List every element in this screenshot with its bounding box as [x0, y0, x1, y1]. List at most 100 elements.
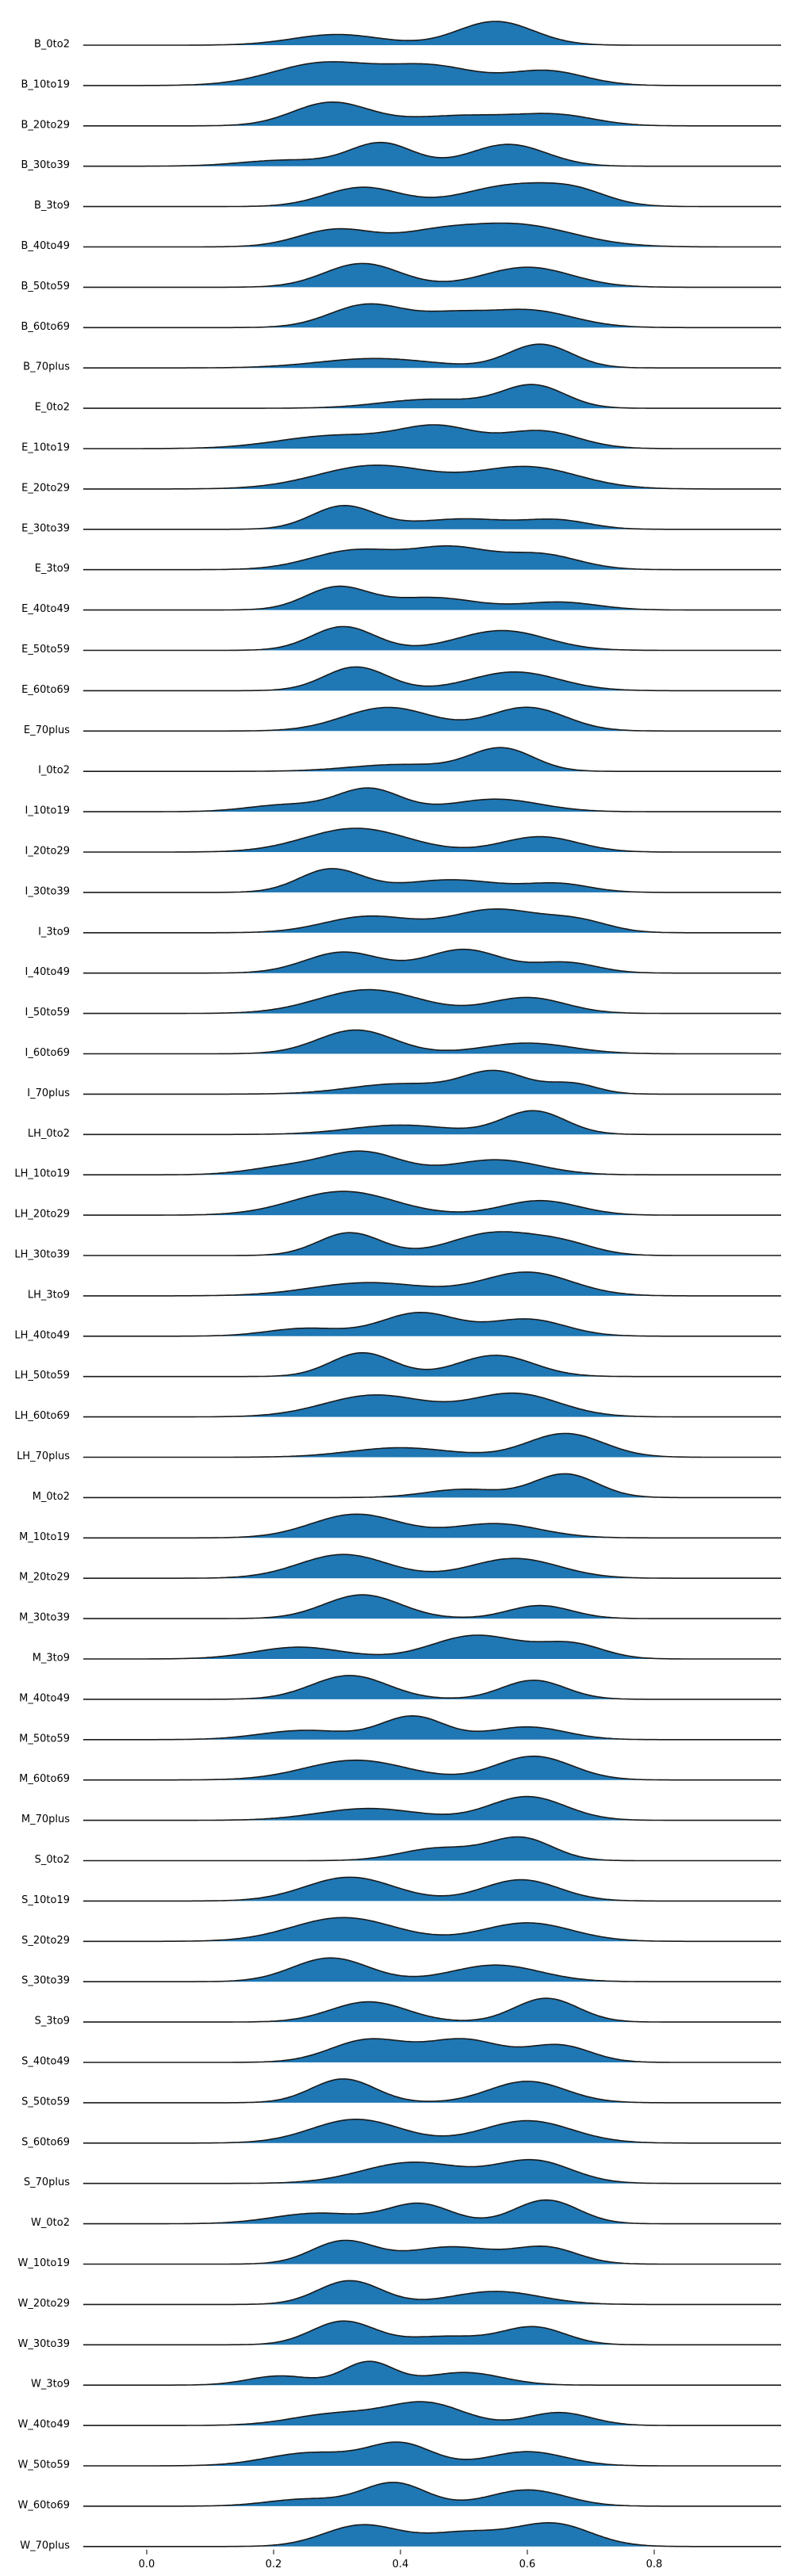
- ridge-area: [83, 2522, 781, 2547]
- row-label: W_3to9: [31, 2379, 70, 2391]
- ridge-outline: [83, 706, 781, 732]
- ridge-I_60to69: I_60to69: [25, 1029, 781, 1059]
- ridge-area: [83, 949, 781, 973]
- row-label: B_70plus: [23, 361, 70, 373]
- ridge-area: [83, 425, 781, 449]
- ridge-area: [83, 828, 781, 852]
- row-label: I_0to2: [38, 765, 70, 777]
- ridge-W_20to29: W_20to29: [18, 2280, 781, 2310]
- ridge-outline: [83, 262, 781, 289]
- ridge-outline: [83, 1876, 781, 1902]
- ridge-outline: [83, 2280, 781, 2306]
- ridge-outline: [83, 504, 781, 530]
- row-label: W_30to39: [18, 2338, 71, 2350]
- row-label: I_60to69: [25, 1047, 70, 1059]
- ridge-M_30to39: M_30to39: [19, 1594, 781, 1624]
- ridge-I_0to2: I_0to2: [38, 747, 781, 777]
- ridge-outline: [83, 2521, 781, 2547]
- ridge-area: [83, 1917, 781, 1942]
- ridge-area: [83, 61, 781, 86]
- ridge-outline: [83, 464, 781, 490]
- ridge-outline: [83, 868, 781, 893]
- ridge-outline: [83, 2038, 781, 2063]
- ridge-area: [83, 788, 781, 812]
- row-label: LH_30to39: [14, 1249, 70, 1261]
- row-label: E_40to49: [21, 603, 70, 615]
- row-label: M_70plus: [21, 1814, 70, 1825]
- row-label: I_3to9: [38, 926, 70, 938]
- ridge-I_50to59: I_50to59: [25, 988, 781, 1019]
- ridge-area: [83, 2159, 781, 2184]
- ridge-M_70plus: M_70plus: [21, 1795, 781, 1825]
- ridge-area: [83, 989, 781, 1014]
- ridge-area: [83, 586, 781, 610]
- ridge-area: [83, 1796, 781, 1821]
- ridge-area: [83, 464, 781, 489]
- ridge-outline: [83, 2119, 781, 2144]
- ridge-B_3to9: B_3to9: [34, 182, 781, 212]
- x-axis: 0.0 0.2 0.4 0.6 0.8: [139, 2549, 662, 2570]
- ridge-area: [83, 2442, 781, 2466]
- row-label: M_40to49: [19, 1692, 70, 1704]
- ridge-outline: [83, 182, 781, 208]
- row-label: M_0to2: [33, 1491, 70, 1503]
- ridge-outline: [83, 2441, 781, 2467]
- row-label: LH_0to2: [28, 1128, 70, 1140]
- ridge-I_10to19: I_10to19: [25, 787, 781, 817]
- ridge-area: [83, 667, 781, 691]
- ridge-B_30to39: B_30to39: [21, 141, 781, 171]
- ridge-M_50to59: M_50to59: [19, 1714, 781, 1745]
- ridge-area: [83, 1433, 781, 1458]
- ridge-W_3to9: W_3to9: [31, 2360, 781, 2391]
- ridge-outline: [83, 1917, 781, 1943]
- ridge-LH_30to39: LH_30to39: [14, 1231, 781, 1261]
- ridge-area: [83, 2361, 781, 2386]
- row-label: W_20to29: [18, 2298, 71, 2310]
- ridge-area: [83, 2240, 781, 2265]
- row-label: LH_50to59: [14, 1370, 70, 1382]
- row-label: E_50to59: [21, 644, 70, 655]
- ridge-outline: [83, 384, 781, 409]
- row-label: E_30to39: [21, 522, 70, 534]
- ridge-M_60to69: M_60to69: [19, 1755, 781, 1785]
- ridge-area: [83, 2402, 781, 2426]
- row-label: M_50to59: [19, 1733, 70, 1745]
- row-label: I_10to19: [25, 805, 70, 817]
- x-tick-label: 0.6: [519, 2559, 536, 2570]
- ridge-S_60to69: S_60to69: [21, 2119, 781, 2148]
- row-label: S_0to2: [35, 1854, 70, 1866]
- ridge-area: [83, 2119, 781, 2143]
- ridge-outline: [83, 1755, 781, 1781]
- row-label: M_60to69: [19, 1773, 70, 1785]
- ridge-E_60to69: E_60to69: [21, 666, 781, 696]
- ridge-outline: [83, 424, 781, 449]
- ridge-S_70plus: S_70plus: [24, 2158, 781, 2188]
- row-label: LH_70plus: [17, 1450, 70, 1462]
- row-label: B_10to19: [21, 78, 70, 90]
- ridge-area: [83, 2321, 781, 2345]
- ridge-S_3to9: S_3to9: [35, 1997, 781, 2028]
- ridge-S_0to2: S_0to2: [35, 1836, 781, 1866]
- row-label: W_70plus: [20, 2540, 70, 2551]
- ridge-area: [83, 1675, 781, 1699]
- ridge-outline: [83, 2401, 781, 2426]
- ridge-LH_3to9: LH_3to9: [28, 1271, 781, 1301]
- ridge-outline: [83, 1675, 781, 1700]
- ridge-W_10to19: W_10to19: [18, 2239, 781, 2269]
- ridge-S_50to59: S_50to59: [21, 2078, 781, 2108]
- ridge-outline: [83, 2482, 781, 2507]
- ridge-area: [83, 908, 781, 933]
- ridge-outline: [83, 585, 781, 611]
- ridge-area: [83, 304, 781, 328]
- ridge-outline: [83, 141, 781, 167]
- ridge-outline: [83, 908, 781, 934]
- ridge-area: [83, 223, 781, 247]
- ridge-area: [83, 747, 781, 772]
- row-label: E_20to29: [21, 482, 70, 494]
- row-label: I_20to29: [25, 846, 70, 858]
- row-label: E_3to9: [35, 563, 70, 575]
- ridge-B_70plus: B_70plus: [23, 343, 781, 373]
- row-label: S_70plus: [24, 2177, 70, 2188]
- ridge-outline: [83, 2078, 781, 2104]
